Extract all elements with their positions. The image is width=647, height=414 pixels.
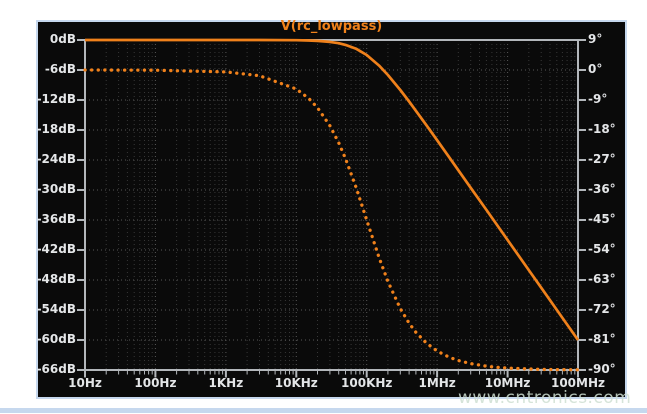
y-left-tick-label: -60dB bbox=[36, 332, 76, 346]
y-right-tick-label: -27° bbox=[588, 152, 616, 166]
y-left-tick-label: 0dB bbox=[49, 32, 76, 46]
y-left-tick-label: -12dB bbox=[36, 92, 76, 106]
watermark: www.cntronics.com bbox=[458, 388, 632, 408]
trace-label[interactable]: V(rc_lowpass) bbox=[280, 19, 383, 34]
x-tick-label: 1KHz bbox=[208, 376, 244, 390]
y-right-tick-label: -54° bbox=[588, 242, 616, 256]
x-tick-label: 10KHz bbox=[274, 376, 318, 390]
y-left-tick-label: -30dB bbox=[36, 182, 76, 196]
x-tick-label: 100Hz bbox=[134, 376, 177, 390]
axis-minor-ticks bbox=[105, 370, 576, 375]
x-tick-label: 10Hz bbox=[68, 376, 102, 390]
y-right-tick-label: -36° bbox=[588, 182, 616, 196]
y-left-tick-label: -6dB bbox=[44, 62, 76, 76]
x-tick-label: 1MHz bbox=[418, 376, 456, 390]
y-left-tick-label: -48dB bbox=[36, 272, 76, 286]
grid-minor bbox=[105, 40, 576, 370]
y-left-tick-label: -42dB bbox=[36, 242, 76, 256]
y-right-tick-label: 9° bbox=[588, 32, 603, 46]
phase-trace bbox=[83, 68, 580, 372]
x-tick-label: 100MHz bbox=[550, 376, 606, 390]
bottom-edge-strip bbox=[0, 408, 647, 413]
y-right-tick-label: -90° bbox=[588, 362, 616, 376]
axis-ticks bbox=[77, 39, 586, 378]
x-tick-label: 10MHz bbox=[484, 376, 531, 390]
plot-frame bbox=[84, 39, 579, 371]
y-left-tick-label: -18dB bbox=[36, 122, 76, 136]
x-tick-label: 100KHz bbox=[341, 376, 393, 390]
y-left-tick-label: -24dB bbox=[36, 152, 76, 166]
y-right-tick-label: -45° bbox=[588, 212, 616, 226]
y-right-tick-label: -81° bbox=[588, 332, 616, 346]
y-left-tick-label: -54dB bbox=[36, 302, 76, 316]
y-left-tick-label: -66dB bbox=[36, 362, 76, 376]
y-right-tick-label: -9° bbox=[588, 92, 608, 106]
y-right-tick-label: -63° bbox=[588, 272, 616, 286]
y-left-tick-label: -36dB bbox=[36, 212, 76, 226]
y-right-tick-label: 0° bbox=[588, 62, 603, 76]
y-right-tick-label: -18° bbox=[588, 122, 616, 136]
y-right-tick-label: -72° bbox=[588, 302, 616, 316]
waveform-panel bbox=[36, 20, 627, 399]
grid-major bbox=[85, 40, 578, 370]
magnitude-trace bbox=[85, 38, 580, 341]
